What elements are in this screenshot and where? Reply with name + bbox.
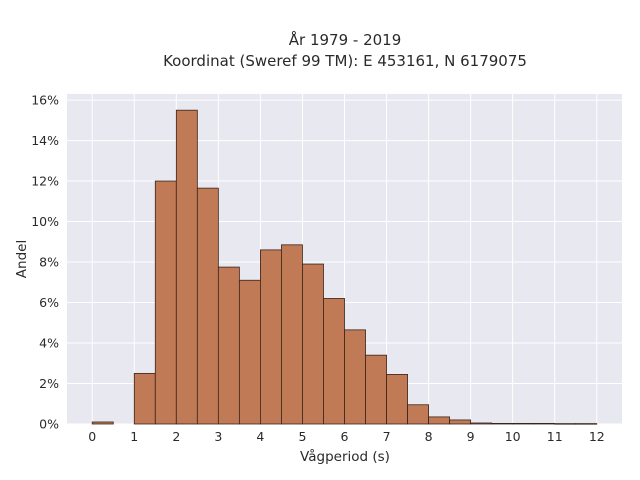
histogram-bar bbox=[365, 354, 387, 425]
x-tick-label: 5 bbox=[298, 429, 306, 444]
x-tick-label: 4 bbox=[256, 429, 264, 444]
x-tick-label: 12 bbox=[589, 429, 605, 444]
histogram-bar bbox=[533, 422, 556, 425]
y-tick-label: 6% bbox=[39, 295, 59, 310]
x-axis-ticks: 0 1 2 3 4 5 6 7 8 9 10 11 12 bbox=[88, 429, 604, 444]
histogram-bar bbox=[238, 279, 261, 425]
bars bbox=[91, 109, 598, 425]
histogram-bar bbox=[449, 419, 472, 425]
histogram-bar bbox=[281, 244, 303, 425]
y-tick-label: 0% bbox=[39, 417, 59, 432]
histogram-bar bbox=[133, 372, 156, 425]
histogram-bar bbox=[302, 263, 324, 425]
chart-title-line1: År 1979 - 2019 bbox=[289, 30, 402, 49]
histogram-bar bbox=[91, 421, 114, 425]
histogram-bar bbox=[491, 422, 514, 425]
histogram-bar bbox=[386, 373, 408, 425]
y-axis-label: Andel bbox=[14, 240, 30, 278]
x-tick-label: 7 bbox=[383, 429, 391, 444]
x-tick-label: 11 bbox=[547, 429, 563, 444]
x-tick-label: 3 bbox=[214, 429, 222, 444]
y-axis-ticks: 0% 2% 4% 6% 8% 10% 12% 14% 16% bbox=[31, 93, 59, 432]
histogram-bar bbox=[323, 298, 345, 425]
y-tick-label: 10% bbox=[31, 214, 59, 229]
histogram-bar bbox=[217, 266, 240, 425]
y-tick-label: 14% bbox=[31, 133, 59, 148]
x-tick-label: 1 bbox=[130, 429, 138, 444]
x-tick-label: 2 bbox=[172, 429, 180, 444]
x-axis-label: Vågperiod (s) bbox=[300, 448, 390, 465]
x-tick-label: 6 bbox=[341, 429, 349, 444]
chart-title-line2: Koordinat (Sweref 99 TM): E 453161, N 61… bbox=[163, 52, 527, 70]
x-tick-label: 10 bbox=[505, 429, 521, 444]
y-tick-label: 4% bbox=[39, 336, 59, 351]
histogram-bar bbox=[554, 423, 577, 425]
histogram-bar bbox=[260, 249, 282, 425]
y-tick-label: 8% bbox=[39, 255, 59, 270]
histogram-bar bbox=[407, 404, 429, 425]
histogram-bar bbox=[196, 187, 219, 425]
histogram-bar bbox=[512, 422, 535, 425]
x-tick-label: 8 bbox=[425, 429, 433, 444]
histogram-bar bbox=[575, 423, 598, 425]
histogram-bar bbox=[344, 329, 366, 425]
histogram-bar bbox=[154, 180, 177, 425]
y-tick-label: 12% bbox=[31, 174, 59, 189]
histogram-bar bbox=[175, 109, 198, 425]
y-tick-label: 16% bbox=[31, 93, 59, 108]
histogram-bar bbox=[470, 422, 493, 425]
y-tick-label: 2% bbox=[39, 376, 59, 391]
x-tick-label: 9 bbox=[467, 429, 475, 444]
x-tick-label: 0 bbox=[88, 429, 96, 444]
histogram-bar bbox=[428, 416, 451, 425]
